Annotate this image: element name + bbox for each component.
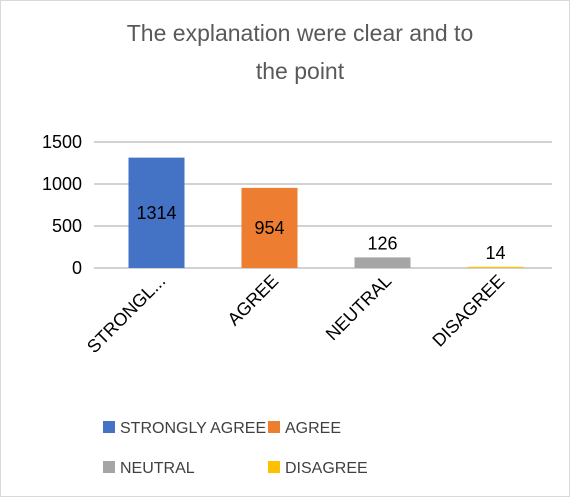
legend-swatch xyxy=(103,461,115,473)
data-label: 954 xyxy=(254,218,284,238)
legend-swatch xyxy=(103,421,115,433)
bar xyxy=(128,157,185,268)
data-label: 126 xyxy=(367,233,397,253)
chart-title: The explanation were clear and to the po… xyxy=(126,20,474,84)
legend-swatch xyxy=(268,421,280,433)
bar xyxy=(467,266,524,268)
data-label: 14 xyxy=(485,243,505,263)
y-tick-label: 1000 xyxy=(42,174,82,194)
data-label: 1314 xyxy=(136,203,176,223)
legend-label: DISAGREE xyxy=(285,460,368,477)
y-tick-label: 500 xyxy=(52,216,82,236)
bar xyxy=(241,187,298,268)
bar xyxy=(354,257,411,268)
legend-label: NEUTRAL xyxy=(120,460,195,477)
legend-label: AGREE xyxy=(285,420,341,437)
legend-swatch xyxy=(268,461,280,473)
legend-label: STRONGLY AGREE xyxy=(120,420,266,437)
y-tick-label: 1500 xyxy=(42,132,82,152)
y-tick-label: 0 xyxy=(72,258,82,278)
